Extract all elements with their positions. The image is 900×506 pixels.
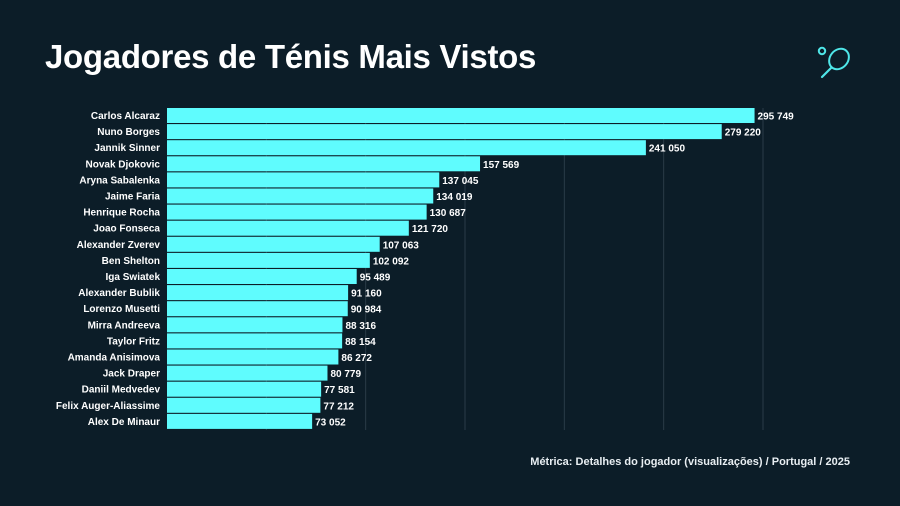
bar [167, 140, 646, 156]
category-label: Jack Draper [103, 369, 160, 380]
value-label: 134 019 [436, 192, 473, 203]
bar [167, 269, 357, 284]
value-label: 73 052 [315, 417, 346, 428]
value-label: 86 272 [341, 353, 372, 364]
value-label: 241 050 [649, 144, 686, 155]
bar [167, 156, 481, 172]
category-label: Ben Shelton [102, 256, 160, 267]
value-label: 88 316 [345, 321, 376, 332]
category-label: Alex De Minaur [88, 417, 160, 428]
value-label: 137 045 [442, 176, 479, 187]
category-label: Joao Fonseca [93, 224, 160, 235]
bar [167, 220, 409, 236]
category-label: Taylor Fritz [107, 336, 160, 347]
value-label: 107 063 [383, 240, 420, 251]
bar [167, 413, 313, 429]
value-label: 77 212 [323, 401, 354, 412]
bar [167, 172, 440, 188]
category-label: Novak Djokovic [86, 159, 161, 170]
category-label: Aryna Sabalenka [79, 175, 160, 186]
bar [167, 204, 427, 220]
value-label: 77 581 [324, 385, 355, 396]
value-label: 90 984 [351, 305, 382, 316]
category-label: Amanda Anisimova [68, 353, 161, 364]
category-label: Jannik Sinner [94, 143, 160, 154]
value-label: 157 569 [483, 160, 520, 171]
category-label: Nuno Borges [97, 127, 160, 138]
bar [167, 285, 349, 301]
value-label: 130 687 [430, 208, 467, 219]
value-label: 102 092 [373, 256, 410, 267]
bar [167, 349, 339, 365]
category-label: Daniil Medvedev [82, 385, 161, 396]
bar [167, 397, 321, 413]
bar [167, 301, 348, 317]
value-label: 91 160 [351, 289, 382, 300]
bar [167, 188, 434, 204]
bar [167, 365, 328, 381]
category-label: Lorenzo Musetti [83, 304, 160, 315]
bar [167, 317, 343, 333]
bar [167, 108, 755, 123]
value-label: 279 220 [725, 128, 762, 139]
tennis-racket-icon [817, 46, 850, 79]
category-label: Alexander Bublik [78, 288, 160, 299]
value-label: 80 779 [330, 369, 361, 380]
bar [167, 124, 722, 140]
value-label: 121 720 [412, 224, 449, 235]
bar [167, 236, 380, 252]
category-label: Jaime Faria [105, 192, 160, 203]
category-label: Felix Auger-Aliassime [56, 401, 161, 412]
bar [167, 252, 370, 268]
chart-title: Jogadores de Ténis Mais Vistos [45, 38, 537, 75]
category-label: Alexander Zverev [77, 240, 161, 251]
value-label: 295 749 [758, 112, 795, 123]
category-label: Iga Swiatek [106, 272, 161, 283]
category-label: Henrique Rocha [83, 208, 160, 219]
value-label: 88 154 [345, 337, 376, 348]
bar [167, 381, 322, 397]
bar [167, 333, 343, 349]
category-label: Carlos Alcaraz [91, 111, 160, 122]
footer-note: Métrica: Detalhes do jogador (visualizaç… [530, 456, 850, 468]
category-label: Mirra Andreeva [88, 320, 161, 331]
value-label: 95 489 [360, 273, 391, 284]
